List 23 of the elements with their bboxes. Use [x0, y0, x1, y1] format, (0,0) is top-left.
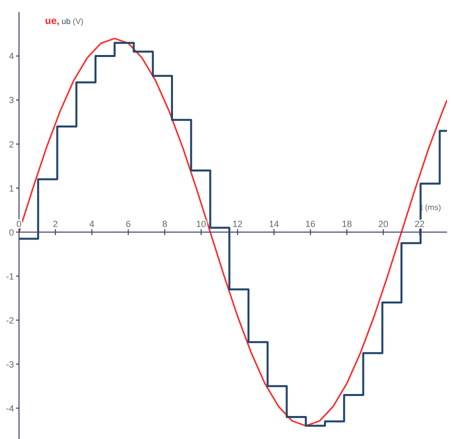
x-tick-label: 4: [89, 219, 94, 230]
x-tick-label: 20: [378, 219, 388, 230]
y-axis-title: (V): [70, 17, 84, 26]
x-tick-label: 18: [342, 219, 352, 230]
y-tick-label: 3: [8, 95, 14, 106]
text: ue,: [45, 16, 60, 27]
text: ub: [59, 17, 72, 26]
x-tick-label: 6: [126, 219, 131, 230]
y-tick-label: -2: [6, 315, 14, 326]
x-tick-label: 2: [52, 219, 58, 230]
y-tick-label: -3: [6, 359, 14, 370]
y-tick-label: 1: [8, 183, 14, 194]
x-tick-label: 16: [305, 219, 316, 230]
x-tick-label: 8: [162, 219, 168, 230]
x-tick-label: 12: [232, 219, 243, 230]
x-axis-title: t (ms): [420, 203, 442, 212]
y-tick-label: -1: [6, 271, 14, 282]
y-tick-label: 4: [8, 51, 14, 62]
x-tick-label: 14: [268, 219, 279, 230]
y-tick-label: 2: [8, 139, 14, 150]
y-tick-label: -4: [6, 403, 14, 414]
x-tick-label: 10: [196, 219, 206, 230]
y-tick-label: 0: [8, 227, 14, 238]
